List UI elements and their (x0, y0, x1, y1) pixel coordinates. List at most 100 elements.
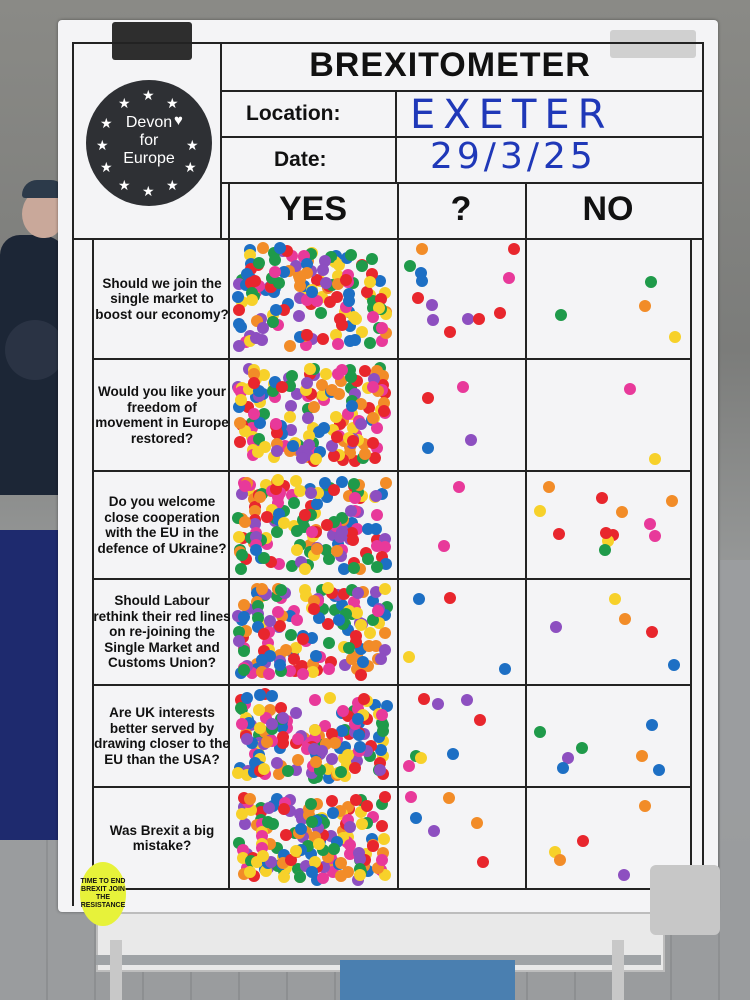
vote-dot-yes (248, 376, 261, 389)
logo-line-2: for (139, 132, 159, 149)
vote-dot-yes (370, 508, 383, 521)
question-5: Are UK interests better served by drawin… (94, 705, 230, 767)
vote-dot-yes (271, 605, 284, 618)
vote-dot-no (617, 868, 630, 881)
vote-dot-yes (248, 274, 261, 287)
vote-dot-yes (358, 364, 371, 377)
vote-dot-yes (240, 691, 253, 704)
vote-dot-yes (267, 817, 280, 830)
vote-dot-yes (348, 761, 361, 774)
vote-dot-yes (299, 563, 311, 576)
vote-dot-yes (321, 582, 334, 595)
date-value: 29/3/25 (430, 136, 597, 177)
vote-dot-yes (312, 837, 325, 850)
easel-leg (612, 940, 624, 1000)
vote-dot-yes (344, 838, 357, 851)
vote-dot-no (543, 480, 555, 493)
vote-dot-yes (330, 430, 343, 443)
star-icon: ★ (142, 183, 155, 199)
vote-dot-yes (378, 405, 391, 418)
vote-dot-yes (355, 259, 368, 272)
vote-dot-yes (254, 490, 266, 503)
location-label: Location: (246, 102, 341, 125)
grid-line (220, 42, 222, 238)
vote-dot-yes (303, 439, 316, 452)
grid-line (92, 238, 94, 890)
vote-dot-no (666, 495, 679, 507)
question-1: Should we join the single market to boos… (95, 275, 229, 322)
star-icon: ★ (100, 159, 113, 175)
vote-dot-no (643, 517, 656, 530)
vote-dot-yes (266, 689, 279, 702)
vote-dot-yes (370, 421, 383, 434)
vote-dot-yes (363, 627, 376, 640)
vote-dot-yes (336, 705, 349, 718)
vote-dot-yes (379, 582, 392, 595)
vote-dot-yes (284, 423, 297, 436)
vote-dot-yes (379, 541, 392, 554)
star-icon: ★ (186, 137, 199, 153)
vote-dot-yes (278, 266, 290, 279)
vote-dot-yes (325, 440, 338, 453)
vote-dot-yes (321, 518, 334, 531)
vote-dot-yes (243, 865, 256, 878)
vote-dot-yes (361, 523, 374, 536)
vote-dot-unsure (426, 298, 438, 311)
vote-dot-yes (305, 815, 318, 828)
vote-dot-yes (295, 451, 308, 464)
vote-dot-yes (234, 436, 247, 449)
vote-dot-yes (285, 560, 298, 573)
vote-dot-yes (232, 290, 244, 303)
vote-dot-unsure (427, 314, 440, 327)
vote-dot-yes (347, 435, 360, 448)
easel-clamp (650, 865, 720, 935)
vote-dot-yes (266, 316, 279, 328)
vote-dot-yes (372, 604, 385, 617)
vote-dot-yes (303, 362, 316, 375)
grid-line (92, 358, 692, 360)
grid-line (525, 182, 527, 890)
vote-dot-yes (336, 318, 349, 331)
vote-dot-yes (376, 725, 389, 738)
vote-dot-unsure (444, 326, 456, 339)
vote-dot-no (644, 276, 657, 289)
board-clip-right (610, 30, 696, 58)
vote-dot-yes (292, 733, 305, 745)
grid-line (702, 42, 704, 906)
vote-dot-yes (330, 545, 343, 558)
vote-dot-yes (319, 368, 332, 381)
sheet-title: BREXITOMETER (309, 46, 591, 84)
vote-dot-yes (313, 425, 325, 438)
vote-dot-yes (374, 743, 387, 756)
vote-dot-yes (266, 717, 278, 730)
vote-dot-yes (283, 665, 296, 678)
blue-bucket (340, 960, 515, 1000)
vote-dot-yes (364, 336, 377, 349)
board-clip-left (112, 22, 192, 60)
vote-dot-yes (366, 252, 379, 265)
vote-dot-unsure (403, 651, 416, 664)
vote-dot-no (645, 626, 658, 639)
column-yes: YES (278, 190, 348, 228)
vote-dot-no (555, 309, 568, 322)
vote-dot-yes (292, 754, 305, 767)
vote-dot-yes (289, 642, 302, 655)
vote-dot-no (639, 799, 652, 812)
vote-dot-yes (238, 610, 251, 623)
grid-line (220, 90, 704, 92)
grid-line (220, 136, 704, 138)
grid-line (228, 182, 230, 890)
vote-dot-yes (256, 850, 269, 863)
vote-dot-yes (278, 516, 291, 529)
vote-dot-yes (330, 291, 343, 304)
vote-dot-yes (331, 338, 344, 351)
star-icon: ★ (166, 177, 179, 193)
grid-line (72, 42, 74, 906)
vote-dot-yes (276, 381, 288, 394)
vote-dot-yes (351, 587, 364, 599)
vote-dot-yes (232, 339, 245, 352)
vote-dot-yes (307, 666, 320, 679)
logo-line-1: Devon (125, 114, 173, 131)
location-value: EXETER (410, 92, 614, 138)
vote-dot-no (646, 719, 659, 732)
